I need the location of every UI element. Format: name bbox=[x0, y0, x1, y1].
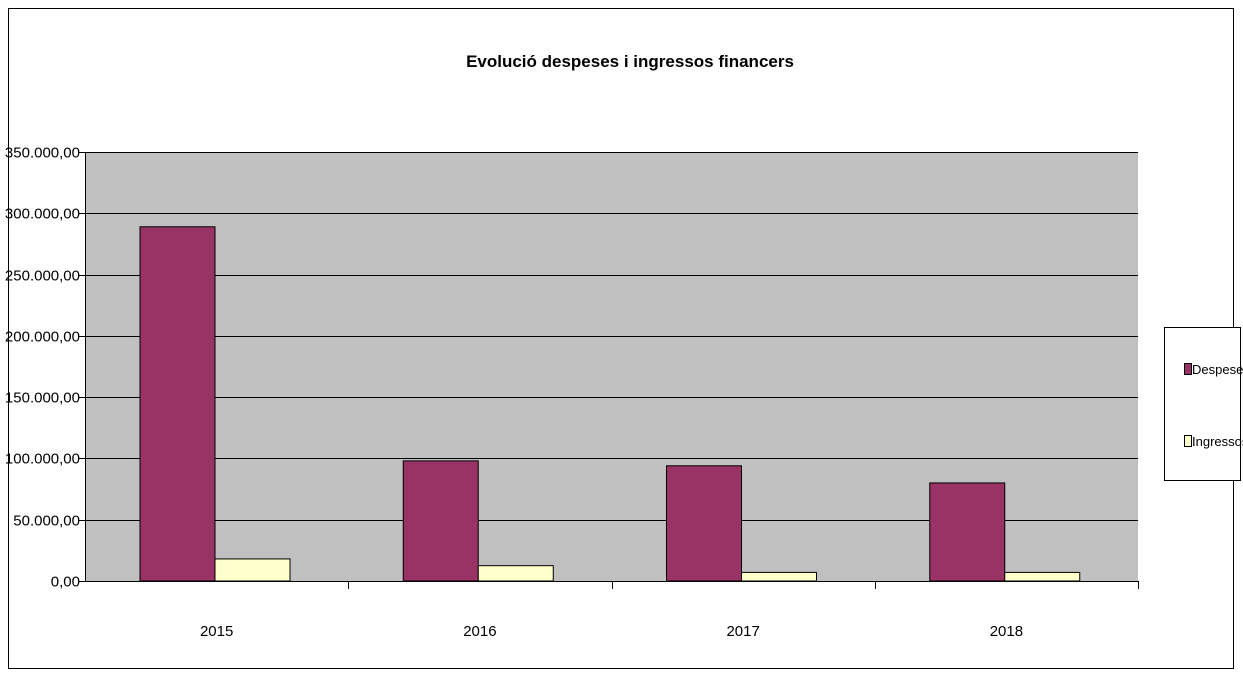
plot-area: 0,00 50.000,00 100.000,00 150.000,00 200.000… bbox=[5, 145, 1139, 640]
x-tick-label: 2017 bbox=[726, 623, 759, 640]
bar-ingressos-2017 bbox=[741, 571, 817, 582]
y-tick-label: 300.000,00 bbox=[5, 206, 80, 223]
x-tick-label: 2016 bbox=[463, 623, 496, 640]
y-tick-label: 0,00 bbox=[51, 574, 80, 591]
y-tick-label: 200.000,00 bbox=[5, 329, 80, 346]
legend-box bbox=[1164, 327, 1241, 481]
bar-despeses-2016 bbox=[402, 460, 479, 582]
legend-label-despeses: Despeses bbox=[1192, 362, 1243, 377]
y-tick-label: 350.000,00 bbox=[5, 145, 80, 162]
legend-swatch-ingressos bbox=[1184, 435, 1192, 447]
y-tick-label: 100.000,00 bbox=[5, 451, 80, 468]
bar-despeses-2015 bbox=[139, 226, 216, 582]
legend-label-ingressos: Ingressos bbox=[1192, 434, 1243, 449]
legend: Despeses Ingressos bbox=[1164, 327, 1243, 481]
bar-ingressos-2016 bbox=[477, 565, 554, 582]
bar-despeses-2018 bbox=[929, 482, 1006, 582]
chart-title: Evolució despeses i ingressos financers bbox=[466, 52, 794, 71]
legend-swatch-despeses bbox=[1184, 363, 1192, 375]
bar-ingressos-2015 bbox=[214, 558, 291, 582]
x-tick-label: 2018 bbox=[990, 623, 1023, 640]
y-tick-label: 250.000,00 bbox=[5, 268, 80, 285]
x-tick-label: 2015 bbox=[200, 623, 233, 640]
bar-ingressos-2018 bbox=[1004, 571, 1081, 582]
y-tick-label: 50.000,00 bbox=[13, 513, 80, 530]
bar-despeses-2017 bbox=[666, 465, 742, 582]
y-tick-label: 150.000,00 bbox=[5, 390, 80, 407]
